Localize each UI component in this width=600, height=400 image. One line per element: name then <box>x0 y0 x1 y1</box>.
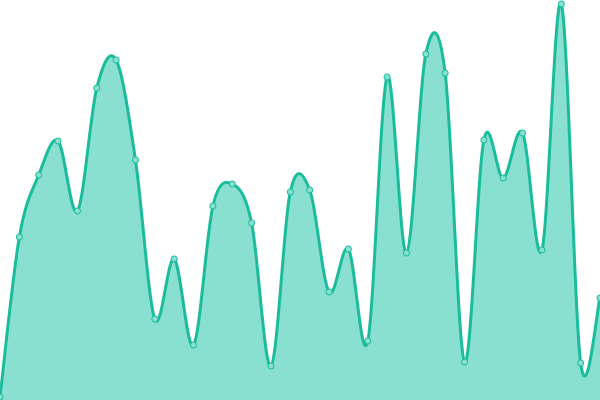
data-point-29 <box>557 0 565 8</box>
data-point-1 <box>15 233 23 241</box>
data-point-18 <box>344 245 352 253</box>
data-point-21 <box>402 249 410 257</box>
data-point-25 <box>480 136 488 144</box>
data-point-12 <box>228 180 236 188</box>
data-point-11 <box>209 202 217 210</box>
data-point-23 <box>441 69 449 77</box>
data-point-16 <box>306 186 314 194</box>
data-point-4 <box>73 207 81 215</box>
data-point-6 <box>112 56 120 64</box>
data-point-0 <box>0 393 4 400</box>
data-point-5 <box>93 84 101 92</box>
data-point-30 <box>577 359 585 367</box>
data-point-10 <box>190 341 198 349</box>
data-point-8 <box>151 315 159 323</box>
data-point-31 <box>596 294 600 302</box>
data-point-13 <box>248 219 256 227</box>
data-point-27 <box>519 129 527 137</box>
data-point-24 <box>461 358 469 366</box>
data-point-2 <box>35 171 43 179</box>
data-point-3 <box>54 137 62 145</box>
data-point-28 <box>538 246 546 254</box>
data-point-19 <box>364 337 372 345</box>
data-point-22 <box>422 50 430 58</box>
data-point-15 <box>286 188 294 196</box>
data-point-17 <box>325 288 333 296</box>
data-point-14 <box>267 362 275 370</box>
data-point-7 <box>131 156 139 164</box>
data-point-9 <box>170 255 178 263</box>
data-point-26 <box>499 174 507 182</box>
data-point-20 <box>383 73 391 81</box>
